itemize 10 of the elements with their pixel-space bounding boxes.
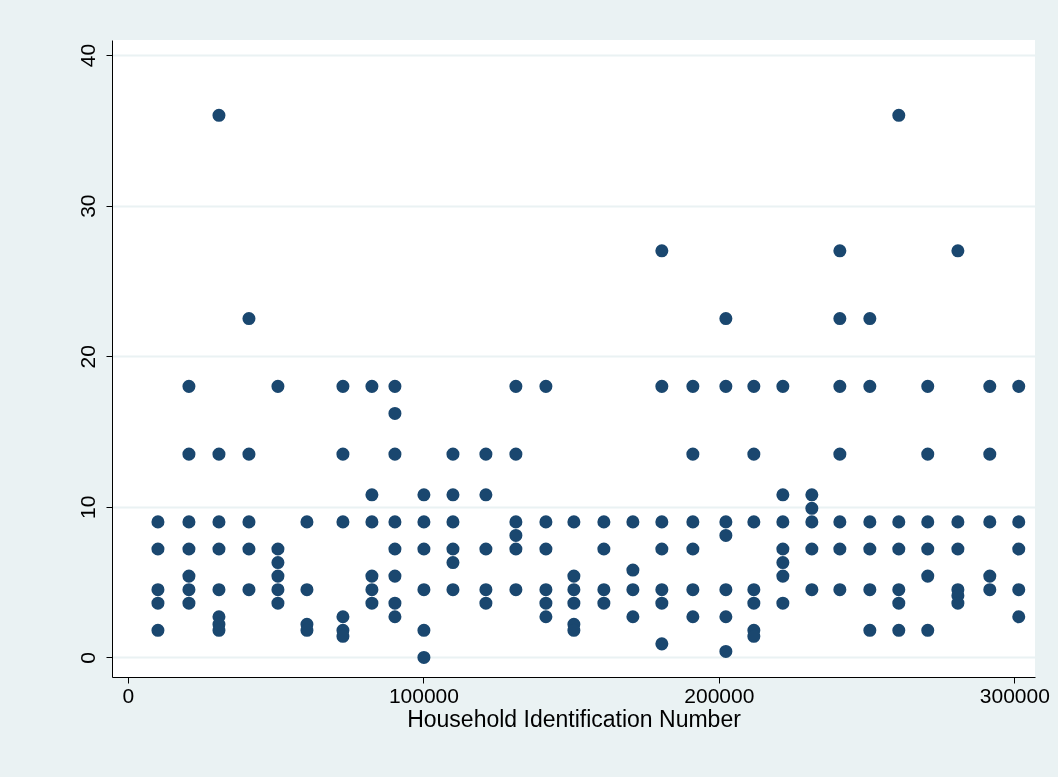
y-tick-label: 40	[75, 43, 99, 68]
x-tick-label: 100000	[388, 683, 459, 707]
x-tick-label: 300000	[979, 683, 1050, 707]
y-tick-label: 30	[75, 194, 99, 218]
x-tick-label: 200000	[684, 683, 755, 707]
x-tick-label: 0	[122, 683, 135, 707]
x-axis-title: Household Identification Number	[407, 705, 742, 732]
y-tick-label: 20	[75, 345, 99, 369]
y-tick-label: 0	[75, 652, 99, 664]
y-tick-label: 10	[75, 495, 99, 520]
